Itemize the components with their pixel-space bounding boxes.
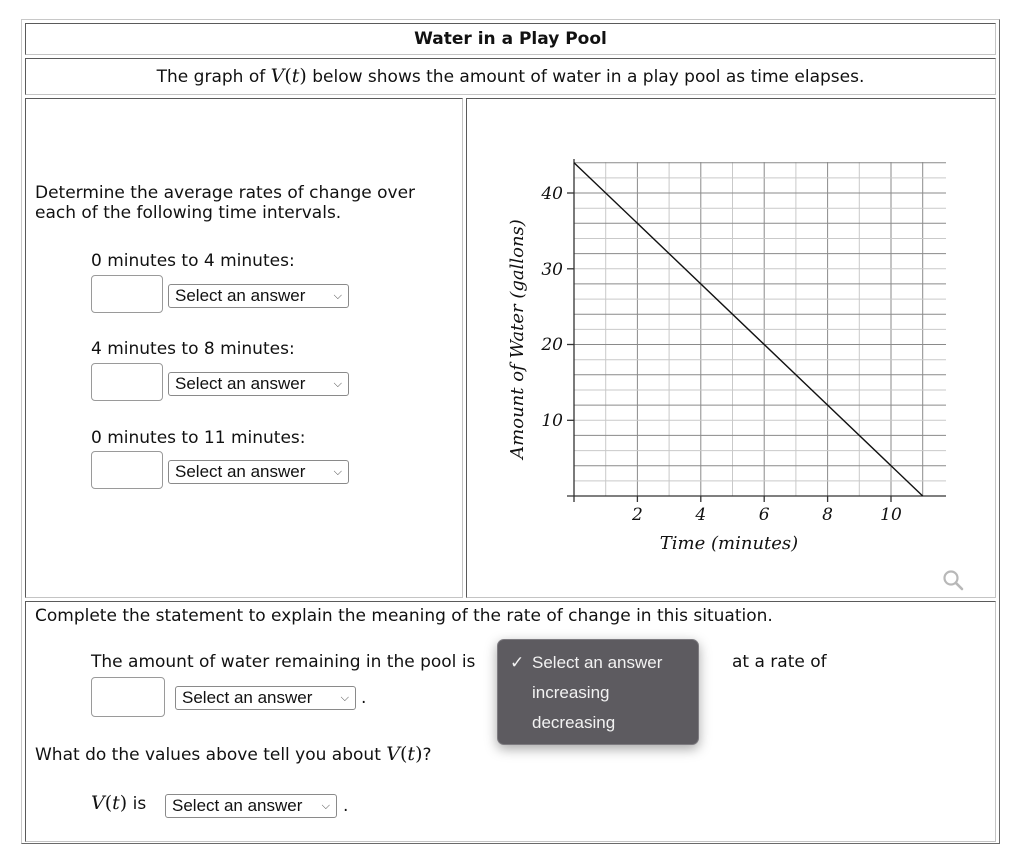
- x-tick-6: 6: [759, 505, 770, 525]
- graph-panel: 40 30 20 10 2 4 6 8 10 Time (minutes) Am…: [466, 98, 996, 598]
- behavior-select[interactable]: Select an answer ⌵: [165, 794, 337, 818]
- rates-prompt: Determine the average rates of change ov…: [35, 183, 416, 223]
- x-tick-10: 10: [880, 505, 902, 525]
- y-tick-10: 10: [541, 411, 563, 431]
- rates-panel: Determine the average rates of change ov…: [25, 98, 463, 598]
- chevron-down-icon: ⌵: [333, 466, 342, 478]
- function-name: V(t): [91, 792, 128, 814]
- rate-input-3[interactable]: [91, 451, 163, 489]
- y-tick-labels: 40 30 20 10: [540, 184, 563, 431]
- volume-line: [573, 162, 924, 497]
- select-value: Select an answer: [172, 796, 303, 815]
- is-text: is: [127, 794, 147, 814]
- statement-end: at a rate of: [732, 652, 827, 672]
- question-text: What do the values above tell you about: [35, 745, 387, 765]
- y-tick-40: 40: [540, 184, 563, 204]
- subtitle-text: The graph of: [156, 67, 271, 87]
- graph-axes: [567, 159, 946, 502]
- chevron-down-icon: ⌵: [333, 290, 342, 302]
- interpretation-prompt: Complete the statement to explain the me…: [35, 606, 773, 626]
- menu-option-decreasing[interactable]: decreasing: [532, 713, 616, 732]
- menu-option-increasing[interactable]: increasing: [532, 683, 610, 702]
- rate-input-1[interactable]: [91, 275, 163, 313]
- interval-label-3: 0 minutes to 11 minutes:: [91, 428, 306, 448]
- function-answer-line: V(t) is: [91, 792, 146, 814]
- question-mark: ?: [422, 745, 432, 765]
- interval-label-2: 4 minutes to 8 minutes:: [91, 339, 295, 359]
- select-value: Select an answer: [175, 462, 306, 481]
- direction-dropdown-menu: ✓ Select an answer increasing decreasing: [497, 639, 699, 745]
- problem-title: Water in a Play Pool: [25, 23, 996, 55]
- select-value: Select an answer: [175, 286, 306, 305]
- interval-label-1: 0 minutes to 4 minutes:: [91, 251, 295, 271]
- period: .: [361, 688, 367, 708]
- problem-subtitle: The graph of V(t) below shows the amount…: [25, 58, 996, 95]
- select-value: Select an answer: [175, 374, 306, 393]
- function-name: V(t): [386, 743, 423, 765]
- rate-input-4[interactable]: [91, 677, 165, 717]
- x-axis-label: Time (minutes): [660, 533, 798, 554]
- function-question: What do the values above tell you about …: [35, 743, 432, 765]
- chevron-down-icon: ⌵: [333, 378, 342, 390]
- menu-option-select-an-answer[interactable]: Select an answer: [532, 653, 663, 672]
- graph-gridlines: [574, 162, 946, 496]
- unit-select-1[interactable]: Select an answer ⌵: [168, 284, 349, 308]
- x-tick-2: 2: [631, 505, 643, 525]
- y-tick-20: 20: [540, 335, 563, 355]
- y-tick-30: 30: [541, 260, 563, 280]
- unit-select-2[interactable]: Select an answer ⌵: [168, 372, 349, 396]
- unit-select-4[interactable]: Select an answer ⌵: [175, 686, 356, 710]
- function-name: V(t): [270, 65, 307, 87]
- chevron-down-icon: ⌵: [321, 800, 330, 812]
- unit-select-3[interactable]: Select an answer ⌵: [168, 460, 349, 484]
- period: .: [343, 796, 349, 816]
- statement-start: The amount of water remaining in the poo…: [91, 652, 476, 672]
- magnifier-icon[interactable]: [941, 568, 965, 592]
- checkmark-icon: ✓: [510, 653, 525, 672]
- x-tick-8: 8: [822, 505, 833, 525]
- select-value: Select an answer: [182, 688, 313, 707]
- water-volume-graph: 40 30 20 10 2 4 6 8 10 Time (minutes) Am…: [507, 159, 946, 554]
- x-tick-labels: 2 4 6 8 10: [631, 505, 902, 525]
- rate-input-2[interactable]: [91, 363, 163, 401]
- y-axis-label: Amount of Water (gallons): [507, 219, 528, 461]
- x-tick-4: 4: [694, 505, 706, 525]
- subtitle-text-end: below shows the amount of water in a pla…: [306, 67, 865, 87]
- chevron-down-icon: ⌵: [340, 692, 349, 704]
